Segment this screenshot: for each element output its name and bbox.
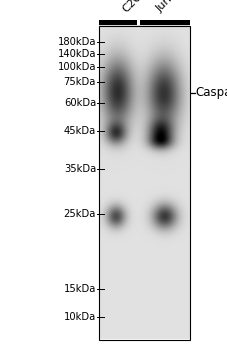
Text: Caspase-8: Caspase-8 <box>196 86 227 99</box>
Bar <box>140 20 190 25</box>
Text: 180kDa: 180kDa <box>57 37 96 47</box>
Text: 100kDa: 100kDa <box>57 62 96 72</box>
Text: C2C12: C2C12 <box>120 0 153 14</box>
Text: 25kDa: 25kDa <box>64 209 96 219</box>
Text: 10kDa: 10kDa <box>64 312 96 322</box>
Text: 140kDa: 140kDa <box>57 49 96 59</box>
Bar <box>99 20 137 25</box>
Text: 45kDa: 45kDa <box>64 126 96 136</box>
Bar <box>99 26 190 340</box>
Text: 35kDa: 35kDa <box>64 164 96 174</box>
Text: 15kDa: 15kDa <box>64 284 96 294</box>
Text: 75kDa: 75kDa <box>64 77 96 87</box>
Text: 60kDa: 60kDa <box>64 98 96 108</box>
Text: Jurkat: Jurkat <box>154 0 184 14</box>
